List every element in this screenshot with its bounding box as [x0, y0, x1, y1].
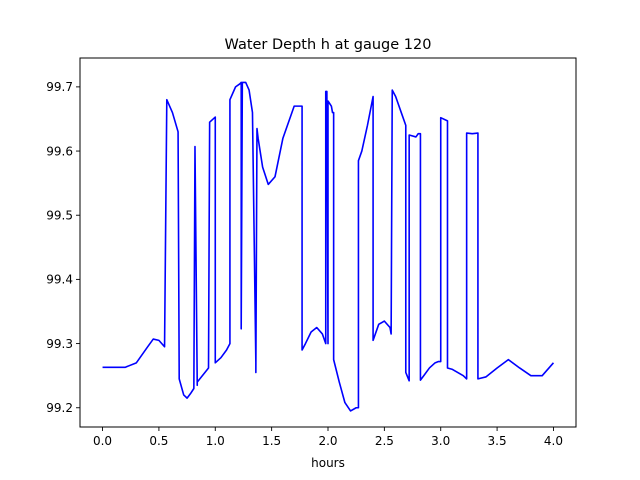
x-tick-label: 2.5	[375, 434, 394, 448]
x-tick-label: 1.5	[262, 434, 281, 448]
x-tick-label: 0.5	[149, 434, 168, 448]
y-tick-label: 99.5	[46, 209, 73, 223]
y-tick-label: 99.2	[46, 401, 73, 415]
x-tick-label: 4.0	[544, 434, 563, 448]
y-axis: 99.2 99.3 99.4 99.5 99.6 99.7	[46, 80, 80, 415]
x-axis: 0.0 0.5 1.0 1.5 2.0 2.5 3.0 3.5 4.0	[93, 427, 563, 448]
x-tick-label: 0.0	[93, 434, 112, 448]
y-tick-label: 99.6	[46, 144, 73, 158]
x-axis-label: hours	[311, 456, 345, 470]
chart-title: Water Depth h at gauge 120	[225, 37, 432, 53]
series-line-0	[102, 81, 555, 412]
series-layer	[102, 81, 555, 412]
x-tick-label: 2.0	[318, 434, 337, 448]
y-tick-label: 99.4	[46, 273, 73, 287]
y-tick-label: 99.7	[46, 80, 73, 94]
x-tick-label: 1.0	[206, 434, 225, 448]
x-tick-label: 3.5	[488, 434, 507, 448]
x-tick-label: 3.0	[431, 434, 450, 448]
y-tick-label: 99.3	[46, 337, 73, 351]
